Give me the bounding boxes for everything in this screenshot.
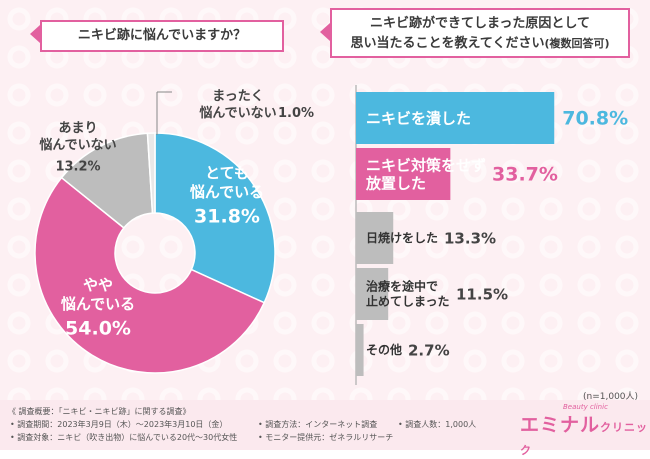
bar-label-1-line-1: 放置した bbox=[365, 174, 426, 192]
bar-label-0-line-0: ニキビを潰した bbox=[366, 109, 471, 127]
bar-value-1: 33.7% bbox=[492, 164, 558, 186]
bar-2 bbox=[356, 212, 394, 264]
bar-label-3-line-0: 治療を途中で bbox=[366, 279, 438, 294]
bar-title: ニキビ跡ができてしまった原因として 思い当たることを教えてください(複数回答可) bbox=[330, 8, 630, 58]
left-title-marker bbox=[30, 25, 40, 43]
bar-value-0: 70.8% bbox=[562, 108, 628, 130]
pie-label-1-line-0: やや bbox=[83, 276, 113, 294]
bar-value-4: 2.7% bbox=[408, 341, 450, 359]
pie-value-3: 1.0% bbox=[278, 106, 314, 121]
pie-value-1: 54.0% bbox=[65, 318, 131, 340]
bar-1 bbox=[356, 148, 451, 200]
bar-label-2-line-0: 日焼けをした bbox=[366, 230, 438, 245]
sample-size-note: (n=1,000人) bbox=[583, 392, 639, 402]
footer-period: • 調査期間：2023年3月9日（木）～2023年3月10日（金） bbox=[10, 420, 228, 429]
bar-label-3-line-1: 止めてしまった bbox=[366, 294, 450, 309]
pie-slice-0 bbox=[154, 132, 276, 304]
chart-panel: ニキビ跡に悩んでいますか？ ニキビ跡ができてしまった原因として 思い当たることを… bbox=[30, 8, 639, 402]
pie-value-0: 31.8% bbox=[194, 206, 260, 228]
footer-heading: 《 調査概要：「ニキビ・ニキビ跡」に関する調査》 bbox=[8, 407, 191, 416]
pie-chart: とても悩んでいる31.8%やや悩んでいる54.0%あまり悩んでいない13.2%ま… bbox=[34, 89, 314, 374]
bar-title-line2: 思い当たることを教えてください bbox=[350, 36, 545, 51]
bar-4 bbox=[356, 324, 364, 376]
pie-label-2-line-1: 悩んでいない bbox=[38, 137, 116, 153]
clinic-logo: エミナルクリニック bbox=[520, 410, 650, 459]
pie-label-3-line-0: まったく bbox=[212, 89, 263, 104]
pie-label-1-line-1: 悩んでいる bbox=[60, 295, 135, 313]
bar-value-2: 13.3% bbox=[444, 229, 496, 247]
bar-0 bbox=[356, 92, 555, 144]
bar-value-3: 11.5% bbox=[456, 285, 508, 303]
bar-label-1-line-0: ニキビ対策をせず bbox=[366, 156, 486, 174]
logo-main: エミナル bbox=[520, 414, 601, 436]
pie-title: ニキビ跡に悩んでいますか？ bbox=[40, 20, 284, 52]
pie-value-2: 13.2% bbox=[55, 160, 100, 175]
logo-tagline: Beauty clinic bbox=[563, 403, 608, 411]
footer: 《 調査概要：「ニキビ・ニキビ跡」に関する調査》 • 調査期間：2023年3月9… bbox=[0, 400, 650, 450]
right-title-marker bbox=[320, 23, 330, 41]
bar-title-line1: ニキビ跡ができてしまった原因として bbox=[369, 16, 591, 31]
footer-monitor: • モニター提供元：ゼネラルリサーチ bbox=[258, 433, 394, 442]
bar-3 bbox=[356, 268, 389, 320]
bar-label-4-line-0: その他 bbox=[366, 342, 402, 357]
pie-label-0-line-1: 悩んでいる bbox=[189, 183, 264, 201]
footer-count: • 調査人数：1,000人 bbox=[398, 420, 477, 429]
bar-title-suffix: (複数回答可) bbox=[544, 37, 610, 50]
pie-slice-3 bbox=[146, 132, 156, 214]
pie-label-3-line-1: 悩んでいない bbox=[198, 105, 276, 121]
pie-slice-1 bbox=[34, 176, 266, 374]
pie-label-0-line-0: とても bbox=[205, 164, 249, 182]
pie-label-2-line-0: あまり bbox=[58, 121, 97, 136]
footer-target: • 調査対象：ニキビ（吹き出物）に悩んでいる20代～30代女性 bbox=[10, 433, 238, 442]
footer-method: • 調査方法：インターネット調査 bbox=[258, 420, 378, 429]
